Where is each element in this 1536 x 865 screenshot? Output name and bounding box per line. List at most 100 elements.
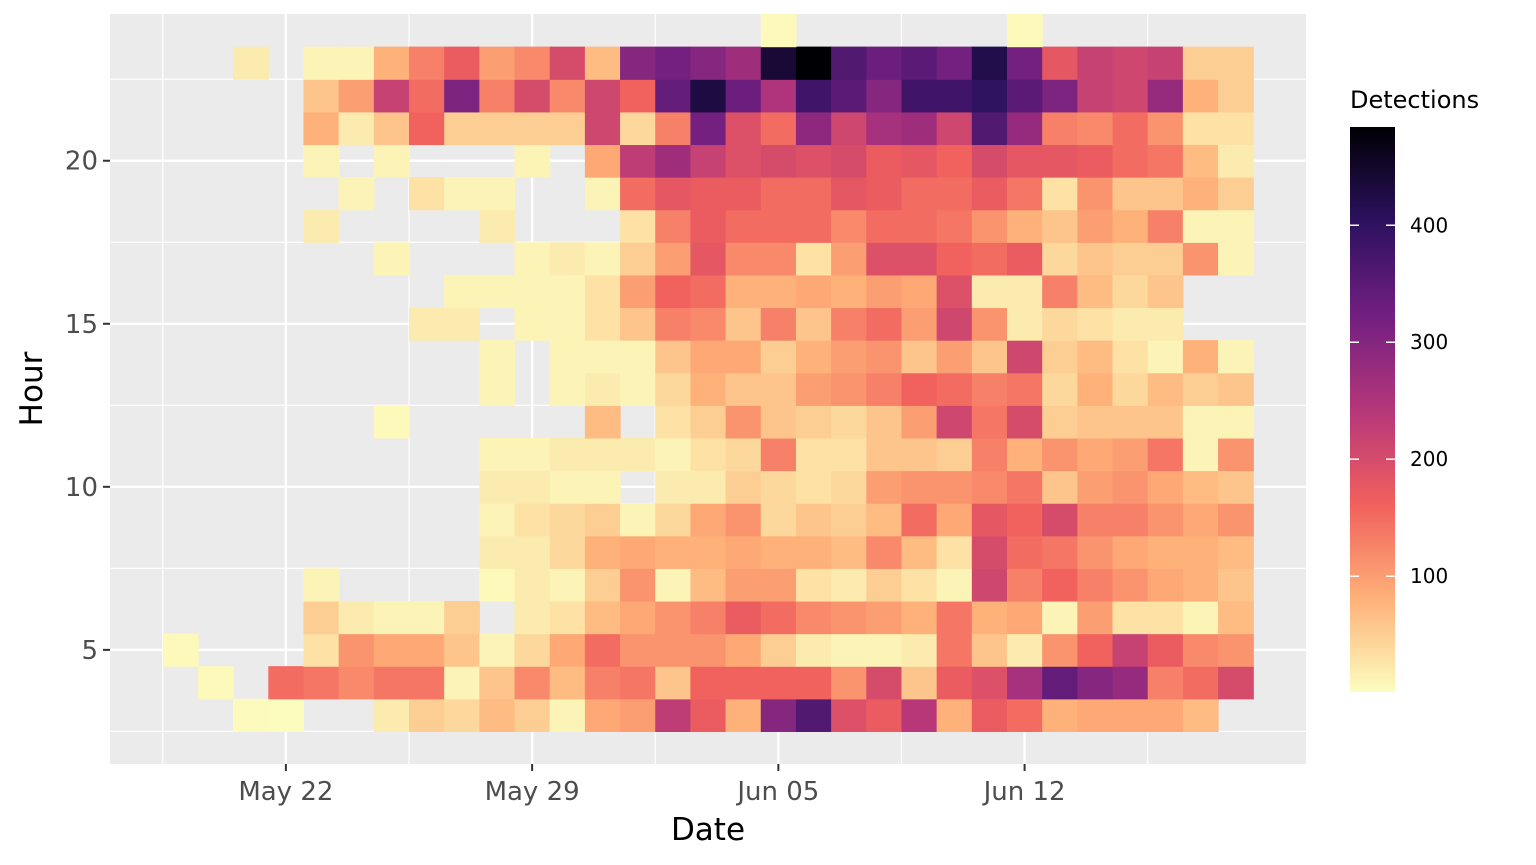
heatmap-tile — [1182, 340, 1219, 374]
heatmap-tile — [831, 307, 867, 341]
heatmap-tile — [514, 470, 551, 504]
heatmap-tile — [549, 274, 586, 309]
heatmap-tile — [373, 111, 410, 146]
heatmap-tile — [760, 209, 797, 243]
heatmap-tile — [1218, 242, 1254, 276]
heatmap-tile — [655, 503, 692, 537]
heatmap-tile — [1007, 111, 1043, 146]
heatmap-tile — [620, 535, 656, 569]
heatmap-tile — [1007, 698, 1043, 732]
heatmap-tile — [725, 535, 762, 569]
heatmap-tile — [1112, 177, 1149, 211]
heatmap-tile — [655, 209, 692, 243]
heatmap-tile — [936, 340, 973, 374]
heatmap-tile — [268, 666, 305, 700]
heatmap-tile — [690, 470, 727, 504]
heatmap-tile — [1007, 372, 1043, 406]
x-tick-label: May 29 — [485, 777, 580, 807]
heatmap-tile — [971, 568, 1008, 602]
heatmap-tile — [303, 111, 340, 146]
heatmap-tile — [1147, 437, 1184, 472]
heatmap-tile — [901, 666, 938, 700]
heatmap-tile — [1042, 177, 1078, 211]
heatmap-tile — [444, 698, 480, 732]
heatmap-tile — [725, 340, 762, 374]
heatmap-tile — [725, 372, 762, 406]
heatmap-tile — [549, 503, 586, 537]
heatmap-tile — [1077, 666, 1114, 700]
heatmap-tile — [866, 340, 903, 374]
heatmap-tile — [866, 79, 903, 113]
heatmap-tile — [936, 405, 973, 439]
heatmap-tile — [1007, 405, 1043, 439]
heatmap-tile — [373, 666, 410, 700]
heatmap-tile — [795, 568, 832, 602]
heatmap-tile — [936, 568, 973, 602]
heatmap-tile — [725, 698, 762, 732]
heatmap-tile — [760, 600, 797, 635]
heatmap-tile — [1112, 242, 1149, 276]
heatmap-tile — [901, 79, 938, 113]
heatmap-tile — [514, 633, 551, 667]
heatmap-tile — [866, 177, 903, 211]
heatmap-tile — [620, 177, 656, 211]
heatmap-tile — [901, 307, 938, 341]
heatmap-tile — [936, 111, 973, 146]
heatmap-tile — [690, 111, 727, 146]
heatmap-tile — [479, 46, 516, 80]
legend-tick-label: 300 — [1410, 330, 1448, 354]
heatmap-tile — [1147, 405, 1184, 439]
heatmap-tile — [409, 79, 445, 113]
heatmap-tile — [479, 437, 516, 472]
heatmap-tile — [1007, 535, 1043, 569]
heatmap-tile — [690, 503, 727, 537]
heatmap-tile — [1112, 568, 1149, 602]
heatmap-tile — [655, 568, 692, 602]
heatmap-tile — [620, 503, 656, 537]
heatmap-tile — [901, 46, 938, 80]
heatmap-tile — [866, 470, 903, 504]
heatmap-tile — [725, 633, 762, 667]
heatmap-tile — [373, 79, 410, 113]
heatmap-tile — [620, 242, 656, 276]
heatmap-tile — [373, 698, 410, 732]
heatmap-tile — [936, 79, 973, 113]
heatmap-tile — [303, 568, 340, 602]
heatmap-tile — [514, 568, 551, 602]
heatmap-tile — [620, 633, 656, 667]
heatmap-tile — [1147, 46, 1184, 80]
heatmap-tile — [1042, 111, 1078, 146]
heatmap-tile — [1147, 372, 1184, 406]
heatmap-tile — [936, 535, 973, 569]
heatmap-tile — [1007, 144, 1043, 178]
heatmap-tile — [444, 79, 480, 113]
heatmap-tile — [725, 568, 762, 602]
heatmap-tile — [831, 405, 867, 439]
heatmap-tile — [1112, 698, 1149, 732]
heatmap-tile — [901, 242, 938, 276]
x-tick-label: May 22 — [238, 777, 333, 807]
heatmap-tile — [1042, 633, 1078, 667]
heatmap-tile — [760, 470, 797, 504]
heatmap-tile — [1112, 666, 1149, 700]
heatmap-tile — [831, 274, 867, 309]
heatmap-tile — [584, 177, 621, 211]
heatmap-tile — [831, 46, 867, 80]
heatmap-tile — [549, 111, 586, 146]
heatmap-tile — [549, 79, 586, 113]
heatmap-tile — [1007, 633, 1043, 667]
heatmap-tile — [795, 111, 832, 146]
heatmap-tile — [373, 144, 410, 178]
heatmap-tile — [1042, 144, 1078, 178]
heatmap-tile — [1042, 307, 1078, 341]
heatmap-tile — [971, 209, 1008, 243]
heatmap-tile — [1007, 177, 1043, 211]
heatmap-tile — [655, 274, 692, 309]
heatmap-tile — [1218, 405, 1254, 439]
heatmap-tile — [1147, 633, 1184, 667]
heatmap-tile — [760, 666, 797, 700]
heatmap-tile — [584, 535, 621, 569]
heatmap-tile — [655, 698, 692, 732]
heatmap-tile — [1182, 144, 1219, 178]
heatmap-tile — [479, 372, 516, 406]
